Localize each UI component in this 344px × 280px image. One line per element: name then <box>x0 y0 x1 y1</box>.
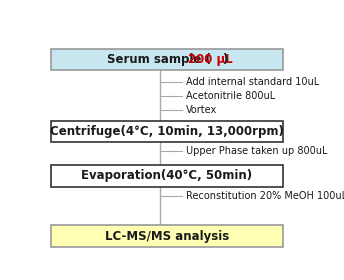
Text: 200 μL: 200 μL <box>188 53 233 66</box>
Text: Reconstitution 20% MeOH 100uL: Reconstitution 20% MeOH 100uL <box>186 191 344 201</box>
FancyBboxPatch shape <box>51 225 283 247</box>
FancyBboxPatch shape <box>51 165 283 187</box>
Text: ): ) <box>223 53 228 66</box>
Text: Add internal standard 10uL: Add internal standard 10uL <box>186 77 319 87</box>
FancyBboxPatch shape <box>51 121 283 143</box>
FancyBboxPatch shape <box>51 49 283 70</box>
Text: LC-MS/MS analysis: LC-MS/MS analysis <box>105 230 229 243</box>
Text: Vortex: Vortex <box>186 105 217 115</box>
Text: Centrifuge(4°C, 10min, 13,000rpm): Centrifuge(4°C, 10min, 13,000rpm) <box>50 125 284 138</box>
Text: Acetonitrile 800uL: Acetonitrile 800uL <box>186 91 275 101</box>
Text: Evaporation(40°C, 50min): Evaporation(40°C, 50min) <box>82 169 252 182</box>
Text: Serum sample (: Serum sample ( <box>107 53 211 66</box>
Text: Upper Phase taken up 800uL: Upper Phase taken up 800uL <box>186 146 327 156</box>
